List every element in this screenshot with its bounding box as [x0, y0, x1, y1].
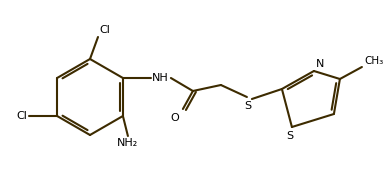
- Text: Cl: Cl: [99, 25, 110, 35]
- Text: O: O: [170, 113, 179, 123]
- Text: S: S: [286, 131, 294, 141]
- Text: Cl: Cl: [16, 111, 27, 121]
- Text: N: N: [316, 59, 324, 69]
- Text: NH₂: NH₂: [117, 138, 138, 148]
- Text: CH₃: CH₃: [364, 56, 383, 66]
- Text: NH: NH: [152, 73, 169, 83]
- Text: S: S: [244, 101, 251, 111]
